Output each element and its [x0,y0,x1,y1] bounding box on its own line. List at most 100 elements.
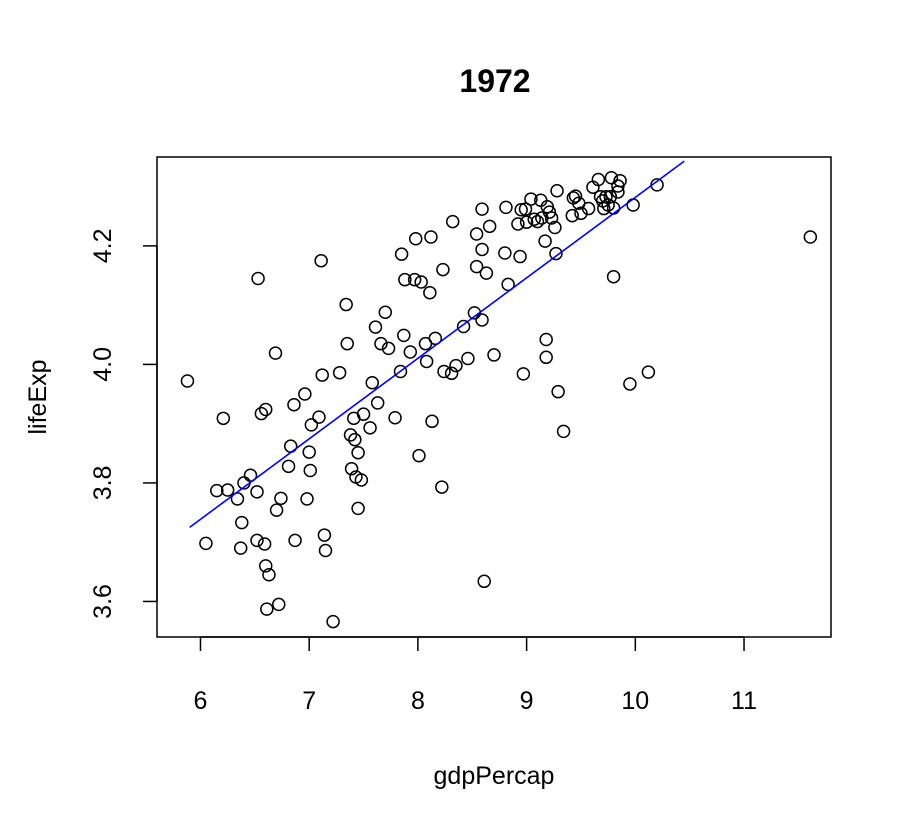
data-point [393,364,408,379]
data-point [318,543,333,558]
data-point [363,421,377,435]
data-point [499,200,513,215]
data-point [269,503,284,517]
data-point [623,377,637,391]
data-point [274,491,288,506]
data-point [606,269,621,284]
data-point [461,351,475,366]
x-tick-label: 10 [621,687,649,715]
data-point [514,202,528,217]
data-point [403,345,418,359]
data-point [539,350,553,365]
data-point [428,331,443,346]
data-point [339,297,353,312]
data-point [556,424,571,439]
data-point [498,246,512,260]
data-point [317,528,332,542]
data-point [568,189,583,203]
chart-title: 1972 [459,63,530,99]
data-point [220,483,235,497]
y-tick-label: 4.2 [89,229,117,264]
data-point [424,230,438,244]
data-point [518,202,533,216]
data-point [414,275,428,289]
data-point [408,232,423,246]
data-point [340,336,354,351]
data-point [475,202,489,216]
y-tick-label: 3.6 [89,584,117,619]
data-point [398,272,412,287]
data-point [344,461,359,476]
data-point [469,259,484,274]
data-point [548,220,562,235]
data-point [300,492,314,506]
data-point [378,305,393,320]
data-point [542,205,557,219]
data-point [332,365,347,380]
x-axis-label: gdpPercap [434,762,555,790]
data-point [257,537,272,551]
data-point [365,376,379,390]
data-point [262,568,276,582]
data-point [435,480,449,494]
data-point [604,170,619,185]
data-point [482,219,497,234]
data-point [641,365,656,379]
data-point [250,485,264,499]
data-point [475,242,489,257]
data-point [370,396,385,410]
data-point [250,533,264,548]
data-point [251,271,265,286]
data-point [268,346,283,360]
data-point [574,206,588,221]
data-point [581,201,596,216]
data-point [565,208,580,223]
data-point [287,397,301,412]
data-point [501,277,515,292]
data-point [199,536,213,551]
data-point [513,249,527,264]
data-point [479,266,494,280]
data-point [354,473,369,487]
data-point [374,336,388,351]
data-point [449,358,463,373]
x-axis: 6 7 8 9 10 11 [194,636,757,715]
y-axis: 3.6 3.8 4.0 4.2 [89,229,158,619]
data-point [304,418,319,432]
regression-line [189,160,685,529]
data-point [351,501,365,516]
data-point [626,198,640,212]
data-point [348,432,362,447]
data-point [445,214,460,229]
data-point [803,230,818,244]
data-point [326,614,340,629]
x-tick-label: 11 [731,687,757,715]
data-point [419,354,434,369]
data-point [235,515,249,530]
y-tick-label: 3.8 [89,466,117,501]
x-tick-label: 7 [302,687,316,715]
data-point [394,247,409,261]
data-point [216,411,231,426]
data-point [258,559,273,573]
regression-line-group [189,160,685,529]
data-point [591,172,606,187]
data-point [243,468,258,482]
data-point [281,459,296,474]
data-point [388,410,402,425]
data-point [487,348,501,362]
data-point [315,368,329,382]
data-point [599,189,613,204]
data-point [407,272,422,287]
data-point [549,246,563,261]
data-point [381,341,396,356]
data-point [538,234,552,248]
data-point [233,541,248,555]
data-point [412,448,426,463]
data-point [343,428,358,442]
data-point [544,211,559,225]
data-point [423,285,437,300]
data-point [272,597,286,612]
data-point [444,366,459,381]
